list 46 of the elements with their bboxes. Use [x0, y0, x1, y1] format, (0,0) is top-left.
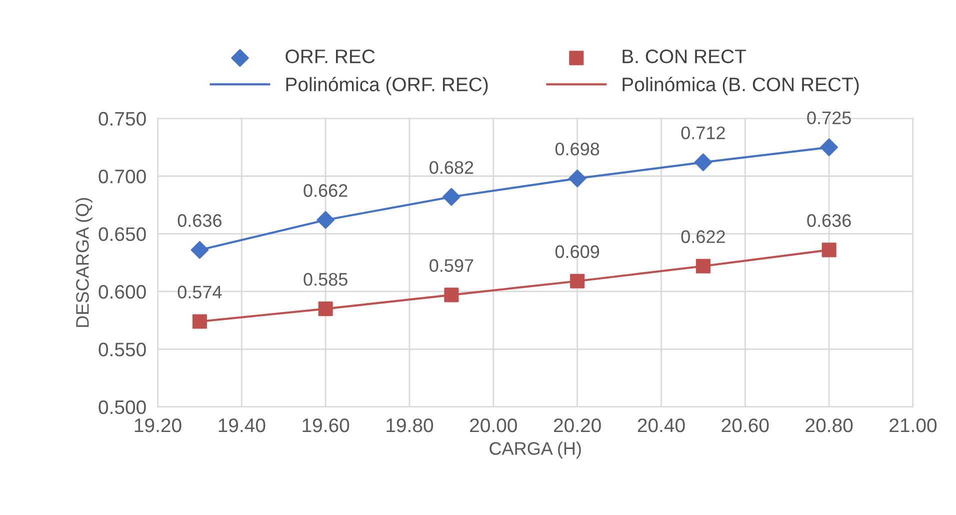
x-tick-label: 19.60	[302, 418, 350, 432]
data-label: 0.585	[304, 272, 348, 286]
x-tick-label: 20.60	[722, 418, 769, 432]
data-label: 0.622	[681, 230, 725, 244]
x-tick-label: 19.40	[218, 418, 266, 432]
y-tick-label: 0.550	[98, 342, 146, 356]
data-label: 0.725	[807, 111, 851, 124]
x-tick-label: 19.20	[134, 418, 182, 432]
y-tick-label: 0.700	[98, 170, 146, 184]
data-label: 0.636	[807, 214, 851, 227]
y-tick-label: 0.650	[98, 227, 146, 242]
point	[444, 288, 459, 302]
data-label: 0.597	[430, 259, 474, 272]
legend-label: B. CON RECT	[622, 50, 746, 64]
x-tick-label: 20.00	[470, 418, 517, 432]
data-label: 0.662	[304, 184, 348, 197]
y-axis-title: DESCARGA (Q)	[76, 198, 92, 327]
legend-label: Polinómica (B. CON RECT)	[622, 76, 859, 96]
point	[442, 188, 460, 206]
data-label: 0.712	[681, 126, 725, 140]
y-tick-label: 0.600	[98, 284, 146, 299]
point	[316, 211, 334, 229]
point	[822, 242, 836, 258]
point	[192, 314, 207, 329]
legend-label: ORF. REC	[286, 50, 375, 64]
legend-label: Polinómica (ORF. REC)	[286, 76, 488, 96]
point	[820, 138, 838, 156]
x-tick-label: 19.80	[386, 418, 434, 432]
x-tick-label: 20.20	[554, 418, 601, 432]
y-tick-label: 0.500	[98, 400, 146, 414]
data-label: 0.636	[178, 214, 222, 227]
point	[190, 241, 209, 259]
data-label: 0.698	[555, 142, 600, 156]
data-label: 0.609	[555, 245, 600, 258]
point	[694, 153, 712, 172]
point	[568, 170, 586, 188]
point	[696, 258, 710, 274]
data-label: 0.574	[178, 286, 222, 298]
x-axis-title: CARGA (H)	[490, 442, 581, 458]
x-tick-label: 20.80	[806, 418, 853, 432]
data-label: 0.682	[430, 161, 474, 174]
y-tick-label: 0.750	[98, 112, 146, 126]
x-tick-label: 21.00	[890, 418, 937, 432]
point	[318, 302, 333, 316]
x-tick-label: 20.40	[638, 418, 685, 432]
point	[570, 274, 585, 288]
